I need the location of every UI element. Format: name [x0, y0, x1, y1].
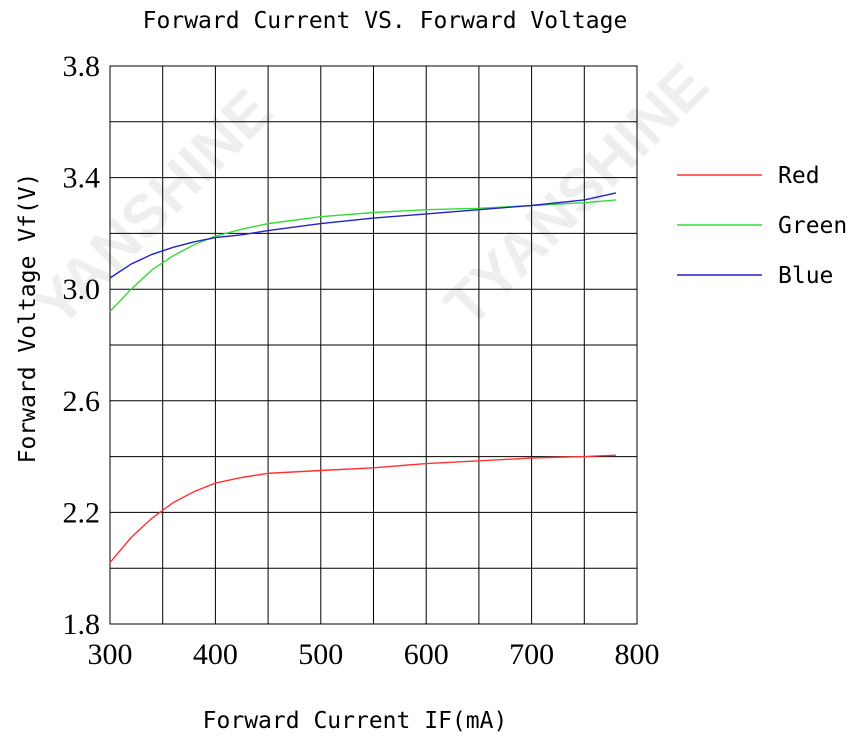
- y-tick-label: 3.4: [63, 162, 101, 195]
- x-axis-label: Forward Current IF(mA): [203, 708, 508, 734]
- y-tick-label: 1.8: [63, 608, 101, 641]
- series-lines: [109, 192, 617, 564]
- y-tick-label: 3.0: [63, 273, 101, 306]
- x-tick-labels: 300 400 500 600 700 800: [88, 638, 660, 671]
- y-tick-label: 2.6: [63, 385, 101, 418]
- legend: Red Green Blue: [677, 163, 847, 289]
- x-tick-label: 700: [509, 638, 554, 671]
- x-tick-label: 300: [88, 638, 133, 671]
- y-axis-label: Forward Voltage Vf(V): [15, 173, 41, 464]
- y-tick-label: 3.8: [63, 50, 101, 83]
- legend-label-green: Green: [778, 213, 847, 239]
- x-tick-label: 400: [193, 638, 238, 671]
- legend-label-red: Red: [778, 163, 820, 189]
- watermark: YANSHINE TYANSHINE: [22, 51, 721, 340]
- y-tick-labels: 1.8 2.2 2.6 3.0 3.4 3.8: [63, 50, 101, 641]
- x-tick-label: 600: [404, 638, 449, 671]
- series-line-blue: [109, 192, 617, 279]
- chart-title: Forward Current VS. Forward Voltage: [143, 8, 628, 34]
- svg-text:TYANSHINE: TYANSHINE: [432, 51, 721, 340]
- svg-text:YANSHINE: YANSHINE: [22, 76, 285, 339]
- legend-label-blue: Blue: [778, 263, 833, 289]
- y-tick-label: 2.2: [63, 496, 101, 529]
- x-tick-label: 800: [615, 638, 660, 671]
- x-tick-label: 500: [298, 638, 343, 671]
- series-line-red: [109, 454, 616, 564]
- plot-frame: [109, 65, 638, 625]
- grid: [110, 66, 637, 624]
